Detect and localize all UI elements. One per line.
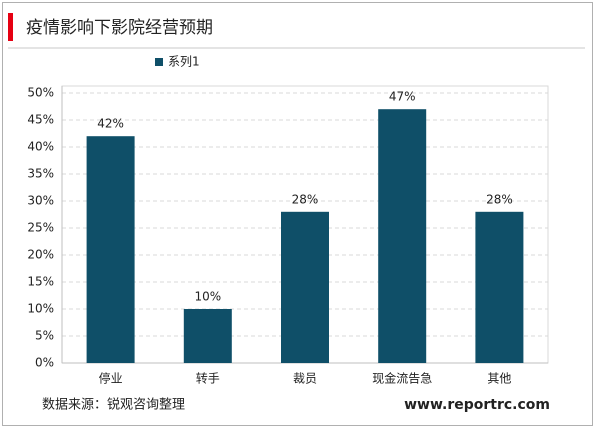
title-accent <box>8 13 13 41</box>
y-tick-label: 10% <box>27 302 54 316</box>
legend-swatch <box>155 58 163 66</box>
x-tick-label: 现金流告急 <box>372 371 432 386</box>
source: 数据来源：锐观咨询整理 <box>42 398 185 413</box>
y-tick-label: 20% <box>27 248 54 262</box>
bar <box>378 109 427 363</box>
value-label: 47% <box>389 90 416 104</box>
x-tick-label: 裁员 <box>293 372 317 386</box>
value-label: 42% <box>97 117 124 131</box>
x-tick-label: 停业 <box>99 371 123 386</box>
bar <box>281 211 329 363</box>
y-tick-label: 5% <box>35 329 54 343</box>
website: www.reportrc.com <box>404 397 550 413</box>
y-tick-label: 25% <box>27 221 54 235</box>
bar <box>475 211 524 363</box>
y-tick-label: 0% <box>35 356 54 370</box>
bar <box>86 136 135 363</box>
legend-label: 系列1 <box>168 55 200 69</box>
y-tick-label: 50% <box>27 86 54 100</box>
x-tick-label: 其他 <box>487 372 511 386</box>
value-label: 28% <box>486 192 513 206</box>
y-tick-label: 30% <box>27 194 54 208</box>
y-tick-label: 40% <box>27 140 54 154</box>
y-tick-label: 45% <box>27 113 54 127</box>
y-tick-label: 35% <box>27 167 54 181</box>
bar <box>183 309 232 363</box>
value-label: 28% <box>292 192 319 206</box>
x-tick-label: 转手 <box>196 371 220 386</box>
value-label: 10% <box>194 290 221 304</box>
y-tick-label: 15% <box>27 275 54 289</box>
chart-title: 疫情影响下影院经营预期 <box>26 18 213 38</box>
